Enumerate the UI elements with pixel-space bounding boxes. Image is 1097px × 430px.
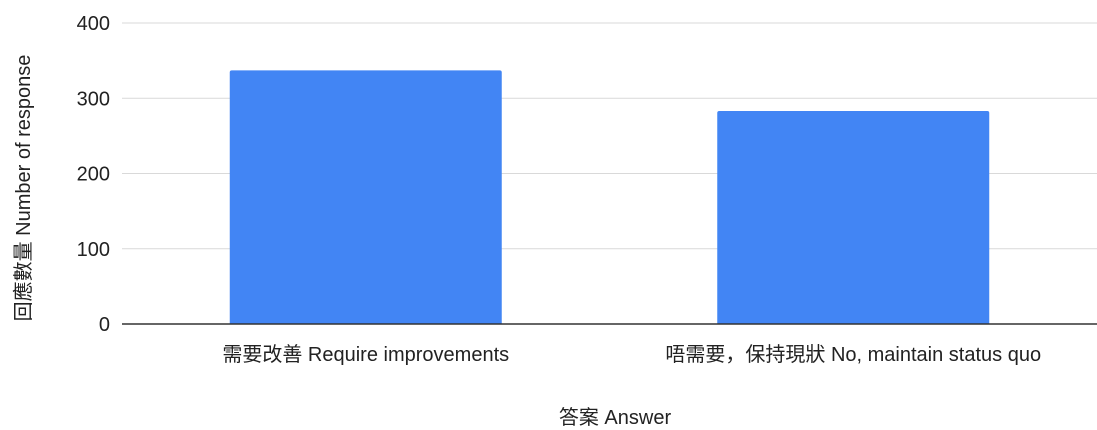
bar-require-improvements [229,70,502,324]
y-tick-label: 100 [77,239,110,261]
bar-maintain-status-quo [717,111,990,324]
y-tick-labels: 0 100 200 300 400 [77,13,110,336]
y-axis-title: 回應數量 Number of response [11,55,35,322]
x-tick-labels: 需要改善 Require improvements 唔需要，保持現狀 No, ma… [222,343,1041,366]
x-axis-title: 答案 Answer [559,406,672,429]
y-tick-label: 0 [99,314,110,336]
bars [229,70,990,324]
x-tick-label: 唔需要，保持現狀 No, maintain status quo [665,343,1041,366]
y-tick-label: 300 [77,88,110,110]
y-tick-label: 200 [77,164,110,186]
x-tick-label: 需要改善 Require improvements [222,343,509,366]
y-tick-label: 400 [77,13,110,35]
